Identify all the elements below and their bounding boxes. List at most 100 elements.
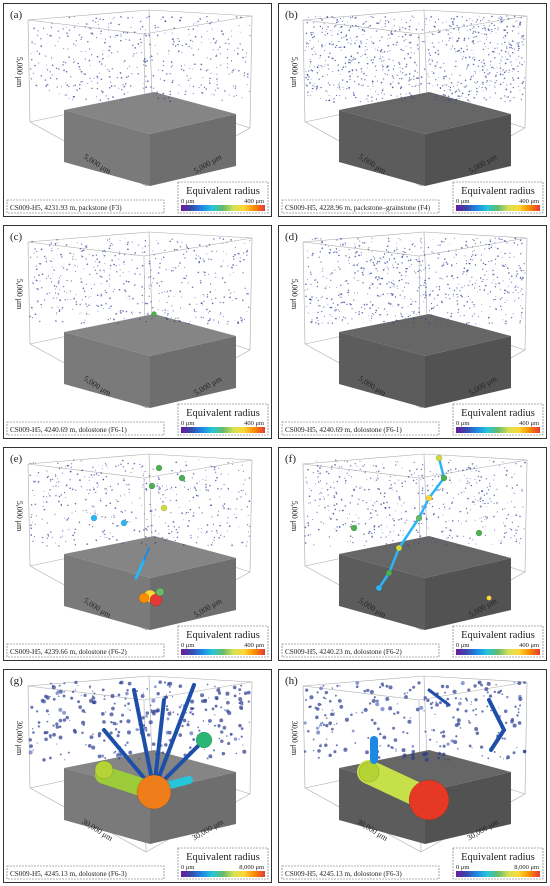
pore bbox=[32, 282, 34, 285]
pore bbox=[472, 42, 475, 45]
pore bbox=[523, 87, 525, 89]
pore bbox=[241, 318, 243, 320]
pore bbox=[504, 292, 506, 295]
pore bbox=[119, 495, 122, 497]
pore bbox=[495, 296, 497, 298]
pore bbox=[408, 688, 412, 692]
pore bbox=[440, 98, 442, 99]
pore bbox=[435, 95, 438, 98]
pore bbox=[409, 717, 412, 719]
pore bbox=[172, 40, 175, 42]
pore bbox=[465, 262, 468, 265]
pore bbox=[448, 284, 450, 285]
pore bbox=[173, 320, 176, 323]
pore bbox=[467, 466, 470, 469]
block-right bbox=[150, 114, 236, 186]
pore-sphere bbox=[475, 529, 483, 537]
pore bbox=[48, 292, 51, 294]
pore bbox=[323, 498, 325, 500]
pore bbox=[450, 18, 453, 20]
pore bbox=[101, 516, 103, 518]
pore bbox=[109, 317, 112, 320]
pore bbox=[378, 22, 380, 25]
legend-max: 400 μm bbox=[519, 198, 539, 205]
pore bbox=[123, 60, 126, 62]
pore bbox=[120, 39, 122, 42]
pore bbox=[448, 243, 450, 245]
caption-box bbox=[6, 865, 165, 880]
pore bbox=[210, 465, 213, 468]
pore bbox=[148, 245, 150, 247]
pore bbox=[347, 259, 349, 261]
pore bbox=[51, 266, 53, 268]
pore bbox=[500, 97, 502, 100]
pore bbox=[334, 46, 337, 48]
pore bbox=[170, 486, 173, 489]
pore bbox=[382, 256, 385, 258]
pore bbox=[192, 54, 195, 56]
pore bbox=[494, 82, 496, 84]
pore bbox=[402, 316, 404, 318]
pore bbox=[156, 485, 159, 487]
pore bbox=[184, 277, 187, 279]
pore bbox=[405, 522, 407, 524]
pore bbox=[82, 73, 84, 75]
pore bbox=[421, 489, 424, 492]
pore bbox=[101, 468, 103, 470]
pore bbox=[64, 299, 66, 301]
pore bbox=[403, 40, 405, 42]
pore bbox=[431, 71, 433, 73]
block-top bbox=[339, 314, 511, 356]
pore bbox=[231, 463, 233, 465]
pore bbox=[473, 467, 476, 469]
pore bbox=[108, 283, 110, 285]
pore bbox=[127, 17, 129, 19]
pore bbox=[336, 480, 339, 483]
pore bbox=[415, 64, 418, 66]
pore bbox=[30, 59, 33, 61]
pore bbox=[61, 308, 63, 310]
pore bbox=[321, 270, 323, 272]
pore bbox=[100, 295, 102, 297]
pore bbox=[180, 65, 183, 67]
pore bbox=[147, 80, 149, 83]
pore bbox=[483, 62, 486, 65]
pore bbox=[185, 511, 187, 513]
pore bbox=[416, 290, 419, 292]
pore bbox=[478, 681, 480, 684]
pore bbox=[213, 539, 215, 541]
pore bbox=[463, 314, 465, 317]
pore-sphere bbox=[408, 779, 450, 821]
pore bbox=[307, 92, 309, 94]
pore bbox=[319, 491, 321, 493]
pore bbox=[506, 32, 509, 34]
pore bbox=[510, 44, 513, 47]
pore bbox=[144, 240, 147, 242]
pore bbox=[199, 68, 202, 71]
pore bbox=[379, 745, 381, 747]
frame-edge bbox=[143, 459, 253, 479]
pore bbox=[31, 42, 33, 44]
pore bbox=[314, 15, 316, 17]
pore bbox=[70, 696, 74, 700]
pore bbox=[451, 98, 453, 100]
pore bbox=[206, 683, 209, 686]
pore bbox=[106, 467, 108, 468]
pore bbox=[519, 22, 521, 25]
pore bbox=[228, 94, 230, 96]
pore bbox=[219, 524, 222, 527]
pore bbox=[142, 692, 145, 694]
pore bbox=[334, 251, 336, 253]
pore bbox=[374, 258, 376, 260]
pore bbox=[63, 69, 65, 72]
pore bbox=[96, 258, 98, 261]
pore bbox=[145, 714, 148, 718]
pore bbox=[166, 485, 167, 487]
pore bbox=[412, 685, 416, 689]
pore bbox=[317, 323, 320, 325]
pore bbox=[197, 271, 200, 274]
pore bbox=[449, 477, 451, 478]
pore bbox=[366, 303, 368, 306]
pore bbox=[312, 738, 315, 741]
